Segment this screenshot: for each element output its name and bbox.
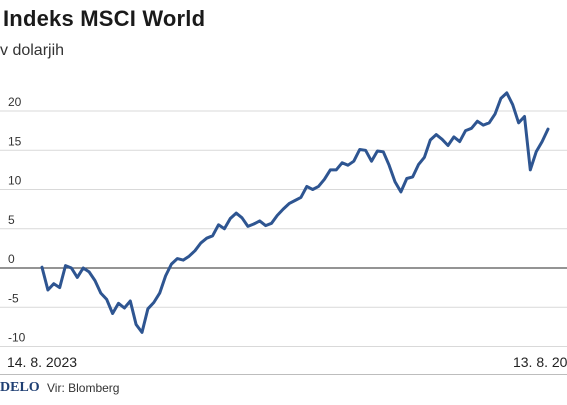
y-tick-label: 20 <box>8 95 22 109</box>
y-tick-label: 10 <box>8 174 22 188</box>
y-tick-label: 15 <box>8 134 22 148</box>
y-tick-label: -5 <box>8 291 19 305</box>
gridlines <box>0 110 567 347</box>
footer-divider <box>0 374 567 375</box>
x-tick-label: 13. 8. 2024 <box>513 354 567 370</box>
x-axis-labels: 14. 8. 2023 13. 8. 2024 <box>7 354 567 370</box>
y-axis-labels: -10 -5 0 5 10 15 20 <box>8 95 26 345</box>
chart-title: Indeks MSCI World <box>3 6 206 31</box>
publisher-logo: DELO <box>0 380 40 395</box>
y-tick-label: -10 <box>8 331 26 345</box>
chart-subtitle: v dolarjih <box>0 42 65 59</box>
y-tick-label: 0 <box>8 252 15 266</box>
y-tick-label: 5 <box>8 213 15 227</box>
series-layer <box>40 91 550 334</box>
source-note: Vir: Blomberg <box>47 381 120 395</box>
series-line <box>40 91 550 334</box>
x-tick-label: 14. 8. 2023 <box>7 354 77 370</box>
